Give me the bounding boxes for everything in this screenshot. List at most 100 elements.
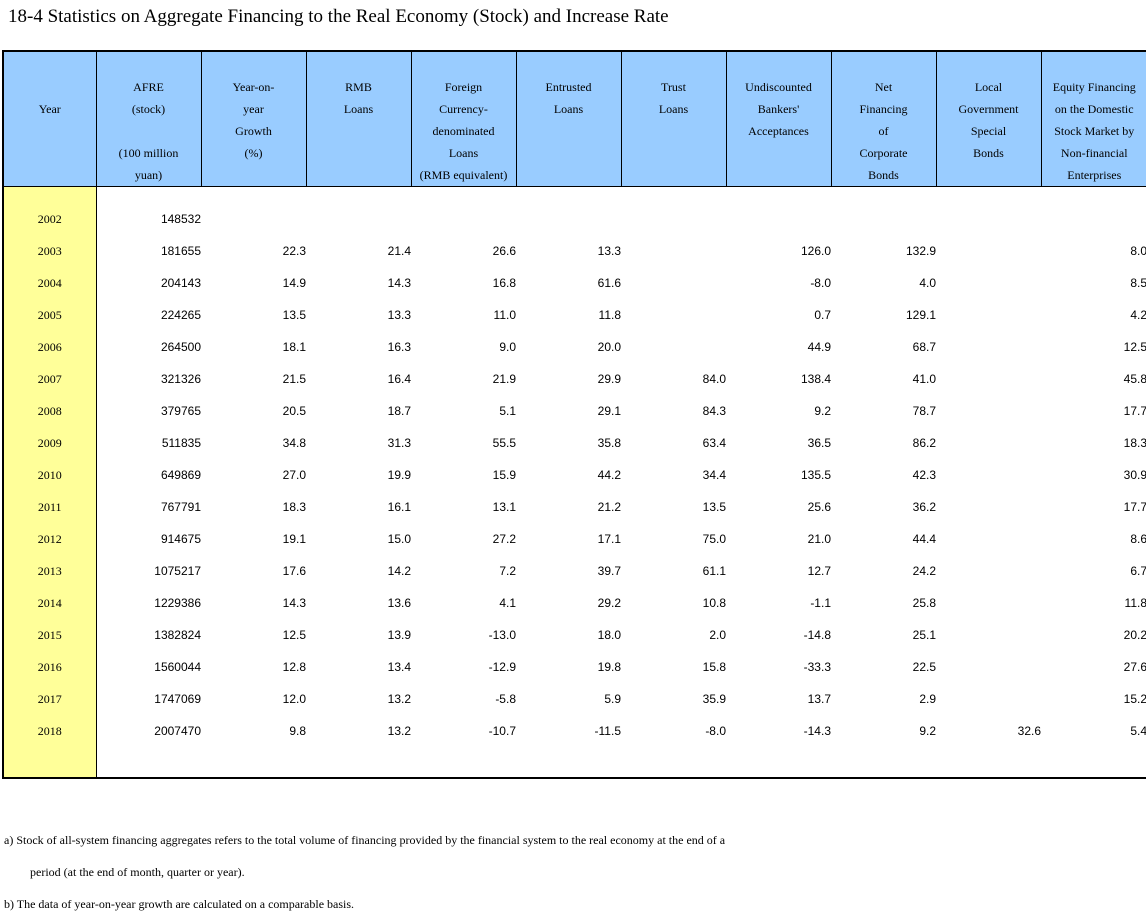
value-cell [936,267,1041,299]
value-cell: 138.4 [800,372,831,386]
value-cell: 4.0 [919,276,936,290]
value-cell: 41.0 [912,372,936,386]
value-cell: 20.2 [1041,619,1146,651]
spacer-cell [516,187,621,204]
table-row: 2014 1229386 14.3 13.6 4.1 29.2 10.8 -1.1 25.8 11… [2,587,1146,619]
value-cell: 1382824 [154,628,201,642]
header-row: Year AFRE (stock) (100 million yuan) Year-… [2,50,1146,187]
value-cell: 26.6 [492,244,516,258]
column-header: Equity Financing on the Domestic Stock M… [1040,50,1146,187]
value-cell: 21.4 [387,244,411,258]
year-cell: 2018 [2,715,97,747]
value-cell: 31.3 [387,436,411,450]
column-header: Foreign Currency- denominated Loans (RMB… [410,50,516,187]
value-cell: 15.8 [702,660,726,674]
value-cell: 13.6 [387,596,411,610]
value-cell [936,363,1041,395]
value-cell: 18.1 [282,340,306,354]
value-cell: 27.2 [492,532,516,546]
footnote-a-continued: period (at the end of month, quarter or … [30,865,245,879]
table-row: 2011 767791 18.3 16.1 13.1 21.2 13.5 25.6 36.2 17… [2,491,1146,523]
value-cell [936,491,1041,523]
value-cell: 1560044 [154,660,201,674]
value-cell: 11.8 [598,308,621,322]
value-cell: 12.0 [282,692,306,706]
value-cell: 29.2 [597,596,621,610]
value-cell: 18.0 [597,628,621,642]
year-cell: 2013 [2,555,97,587]
table-row: 2012 914675 19.1 15.0 27.2 17.1 75.0 21.0 44.4 8.… [2,523,1146,555]
table-row: 2008 379765 20.5 18.7 5.1 29.1 84.3 9.2 78.7 17.7 [2,395,1146,427]
value-cell: 321326 [160,372,201,386]
value-cell: 129.1 [905,308,936,322]
spacer-cell [621,187,726,204]
table-row: 2003 181655 22.3 21.4 26.6 13.3 126.0 132.9 8.0 [2,235,1146,267]
value-cell: 264500 [160,340,201,354]
value-cell: 21.0 [807,532,831,546]
value-cell: 20.5 [282,404,306,418]
value-cell: 1075217 [154,564,201,578]
table-row: 2015 1382824 12.5 13.9 -13.0 18.0 2.0 -14.8 25.1… [2,619,1146,651]
spacer-cell [96,187,201,204]
value-cell: 32.6 [1017,724,1041,738]
spacer-row [2,747,1146,779]
value-cell: 14.9 [282,276,306,290]
value-cell: -10.7 [488,724,516,738]
value-cell: 84.0 [702,372,726,386]
value-cell: 16.8 [492,276,516,290]
column-header-label: Equity Financing on the Domestic Stock M… [1052,80,1136,182]
value-cell: 18.3 [1041,427,1146,459]
value-cell: 86.2 [912,436,936,450]
value-cell: 6.7 [1041,555,1146,587]
value-cell: 35.8 [597,436,621,450]
value-cell: 5.4 [1041,715,1146,747]
value-cell: 135.5 [800,468,831,482]
value-cell: 78.7 [912,404,936,418]
value-cell: 36.5 [807,436,831,450]
table-row: 2010 649869 27.0 19.9 15.9 44.2 34.4 135.5 42.3 3… [2,459,1146,491]
value-cell: 14.2 [387,564,411,578]
value-cell: 9.0 [499,340,516,354]
value-cell [831,203,936,235]
column-header-label: Local Government Special Bonds [958,80,1019,160]
value-cell: 36.2 [912,500,936,514]
value-cell [621,203,726,235]
value-cell: 12.5 [1041,331,1146,363]
column-header: RMB Loans [305,50,411,187]
value-cell: -33.3 [803,660,831,674]
value-cell: 21.2 [597,500,621,514]
value-cell: 7.2 [499,564,516,578]
spacer-cell [2,186,97,203]
value-cell [621,235,726,267]
year-cell: 2005 [2,299,97,331]
table-row: 2009 511835 34.8 31.3 55.5 35.8 63.4 36.5 86.2 18… [2,427,1146,459]
value-cell: 14.3 [282,596,306,610]
value-cell: 27.0 [282,468,306,482]
column-header-year: Year [2,50,96,187]
spacer-cell [1041,747,1146,779]
value-cell [726,203,831,235]
table-row: 2007 321326 21.5 16.4 21.9 29.9 84.0 138.4 41.0 4… [2,363,1146,395]
spacer-cell [1041,186,1146,203]
value-cell [936,619,1041,651]
year-cell: 2012 [2,523,97,555]
value-cell: 39.7 [597,564,621,578]
value-cell: 44.2 [597,468,621,482]
value-cell [936,651,1041,683]
value-cell: 13.5 [702,500,726,514]
value-cell: 15.2 [1041,683,1146,715]
value-cell: 914675 [160,532,201,546]
value-cell: 14.3 [387,276,411,290]
column-header: AFRE (stock) (100 million yuan) [95,50,201,187]
value-cell: 30.9 [1041,459,1146,491]
value-cell: 42.3 [912,468,936,482]
spacer-cell [411,187,516,204]
spacer-cell [726,187,831,204]
value-cell: 55.5 [492,436,516,450]
year-cell: 2008 [2,395,97,427]
value-cell [936,235,1041,267]
value-cell: 11.0 [493,308,516,322]
value-cell: 12.7 [807,564,831,578]
value-cell: 10.8 [702,596,726,610]
value-cell: 767791 [160,500,201,514]
